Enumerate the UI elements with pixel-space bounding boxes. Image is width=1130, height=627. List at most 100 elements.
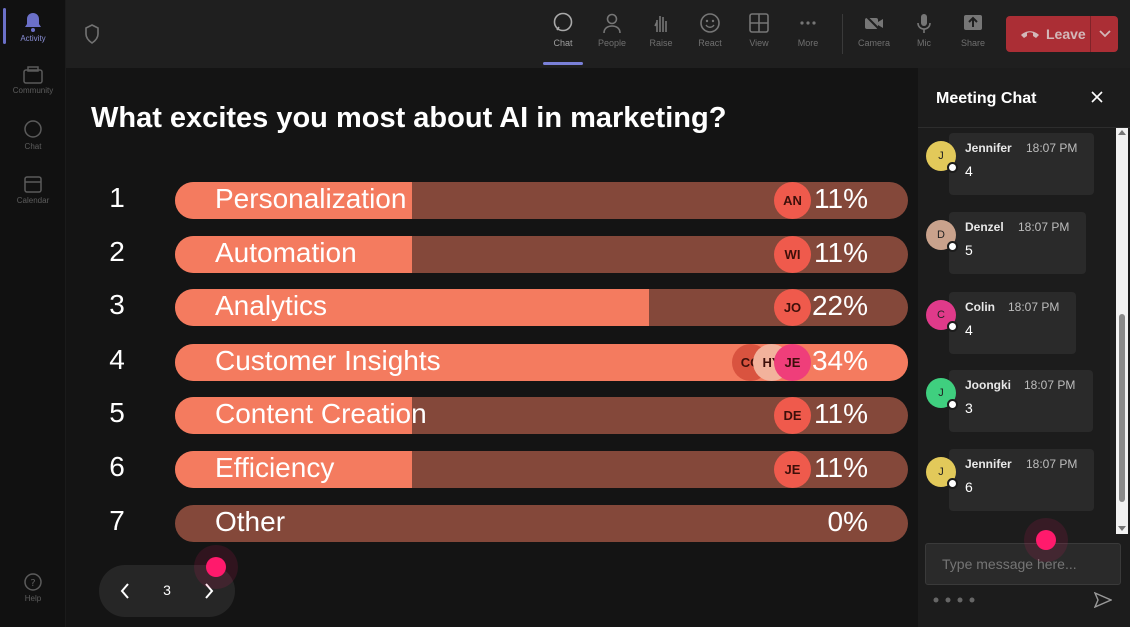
poll-option-percent: 11% [814, 398, 868, 429]
smiley-icon [700, 13, 720, 33]
chat-scrollbar[interactable] [1116, 128, 1128, 534]
poll-option-fill [175, 397, 412, 434]
close-icon[interactable] [1090, 90, 1104, 109]
voter-avatar[interactable]: JE [774, 451, 811, 488]
poll-stage: What excites you most about AI in market… [66, 68, 918, 627]
toolbar-share-button[interactable]: Share [951, 12, 995, 48]
toolbar-mic-button[interactable]: Mic [902, 12, 946, 48]
toolbar-react-button[interactable]: React [688, 12, 732, 48]
voter-avatar[interactable]: WI [774, 236, 811, 273]
pointer-indicator [1036, 530, 1056, 550]
next-page-button[interactable] [197, 579, 221, 603]
community-icon [23, 66, 43, 84]
poll-option-label: Content Creation [215, 398, 427, 429]
rail-item-help[interactable]: ? Help [0, 572, 66, 603]
toolbar-label: Camera [857, 38, 890, 48]
option-number: 4 [109, 344, 125, 375]
poll-option-bar[interactable]: Content Creation DE 11% [175, 397, 908, 434]
voter-avatar[interactable]: DE [774, 397, 811, 434]
poll-option-fill [175, 182, 412, 219]
rail-item-calendar[interactable]: Calendar [0, 174, 66, 205]
option-number: 2 [109, 236, 125, 267]
scroll-down-arrow-icon[interactable] [1118, 526, 1126, 531]
chat-message[interactable]: Jennifer 18:07 PM 6 [949, 449, 1094, 511]
message-author: Jennifer [965, 457, 1012, 471]
formatting-toolbar[interactable] [933, 596, 979, 606]
option-number: 1 [109, 182, 125, 213]
poll-option-label: Customer Insights [215, 345, 441, 376]
format-icons[interactable] [933, 596, 979, 604]
toolbar-label: Raise [649, 38, 673, 48]
chat-message-input[interactable] [925, 543, 1121, 585]
app-rail: Activity Community Chat Calendar ? Help [0, 0, 66, 627]
toolbar-raise-button[interactable]: Raise [639, 12, 683, 48]
avatar[interactable]: J [926, 141, 958, 173]
message-time: 18:07 PM [1024, 378, 1076, 392]
toolbar-camera-button[interactable]: Camera [852, 12, 896, 48]
message-author: Denzel [965, 220, 1004, 234]
avatar-initial: J [938, 466, 944, 478]
previous-page-button[interactable] [113, 579, 137, 603]
meeting-chat-panel: Meeting Chat Jennifer 18:07 PM 4 J Denzel 18:… [918, 68, 1130, 627]
poll-option-bar[interactable]: Analytics JO 22% [175, 289, 908, 326]
toolbar-label: More [797, 38, 819, 48]
voter-avatar[interactable]: JO [774, 289, 811, 326]
message-time: 18:07 PM [1026, 141, 1078, 155]
toolbar-more-button[interactable]: More [786, 12, 830, 48]
poll-option-bar[interactable]: Other 0% [175, 505, 908, 542]
avatar[interactable]: J [926, 378, 958, 410]
send-button[interactable] [1093, 591, 1113, 613]
poll-option-bar[interactable]: Personalization AN 11% [175, 182, 908, 219]
rail-item-community[interactable]: Community [0, 66, 66, 95]
scroll-up-arrow-icon[interactable] [1118, 130, 1126, 135]
chat-message-list[interactable]: Jennifer 18:07 PM 4 J Denzel 18:07 PM 5 D Colin 1… [918, 128, 1118, 534]
camera-off-icon [864, 14, 883, 33]
avatar[interactable]: C [926, 300, 958, 332]
rail-label: Chat [24, 142, 42, 151]
more-icon [800, 21, 816, 25]
avatar[interactable]: D [926, 220, 958, 252]
option-number: 5 [109, 397, 125, 428]
grid-icon [749, 13, 769, 33]
chat-message[interactable]: Colin 18:07 PM 4 [949, 292, 1076, 354]
poll-option-percent: 11% [814, 183, 868, 214]
rail-label: Help [24, 594, 42, 603]
shield-icon [84, 24, 100, 49]
chat-message[interactable]: Jennifer 18:07 PM 4 [949, 133, 1094, 195]
scrollbar-thumb[interactable] [1119, 314, 1125, 502]
voter-avatar[interactable]: AN [774, 182, 811, 219]
presence-status-icon [947, 162, 958, 173]
avatar-initial: D [937, 229, 945, 241]
toolbar-label: Chat [553, 38, 573, 48]
chat-message[interactable]: Denzel 18:07 PM 5 [949, 212, 1086, 274]
rail-label: Activity [20, 34, 46, 43]
avatar[interactable]: J [926, 457, 958, 489]
poll-option-bar[interactable]: Customer Insights CO HY JE 34% [175, 344, 908, 381]
toolbar-chat-button[interactable]: Chat [541, 12, 585, 48]
toolbar-label: People [597, 38, 627, 48]
rail-item-chat[interactable]: Chat [0, 120, 66, 151]
pointer-indicator [206, 557, 226, 577]
poll-option-bar[interactable]: Efficiency JE 11% [175, 451, 908, 488]
chat-message[interactable]: Joongki 18:07 PM 3 [949, 370, 1093, 432]
bell-icon [25, 13, 41, 32]
rail-item-activity[interactable]: Activity [0, 12, 66, 43]
calendar-icon [24, 176, 42, 193]
leave-button[interactable]: Leave [1006, 16, 1118, 52]
poll-option-percent: 22% [811, 290, 868, 321]
option-number: 7 [109, 505, 125, 536]
voter-avatar[interactable]: JE [774, 344, 811, 381]
toolbar-label: View [749, 38, 769, 48]
poll-option-percent: 11% [814, 452, 868, 483]
presence-status-icon [947, 399, 958, 410]
avatar-initial: J [938, 387, 944, 399]
poll-option-bar[interactable]: Automation WI 11% [175, 236, 908, 273]
help-icon: ? [24, 573, 42, 591]
toolbar-view-button[interactable]: View [737, 12, 781, 48]
message-time: 18:07 PM [1026, 457, 1078, 471]
poll-option-label: Automation [215, 237, 357, 268]
poll-option-fill [175, 289, 649, 326]
poll-option-percent: 11% [814, 237, 868, 268]
chevron-down-icon[interactable] [1090, 16, 1118, 52]
toolbar-people-button[interactable]: People [590, 12, 634, 48]
